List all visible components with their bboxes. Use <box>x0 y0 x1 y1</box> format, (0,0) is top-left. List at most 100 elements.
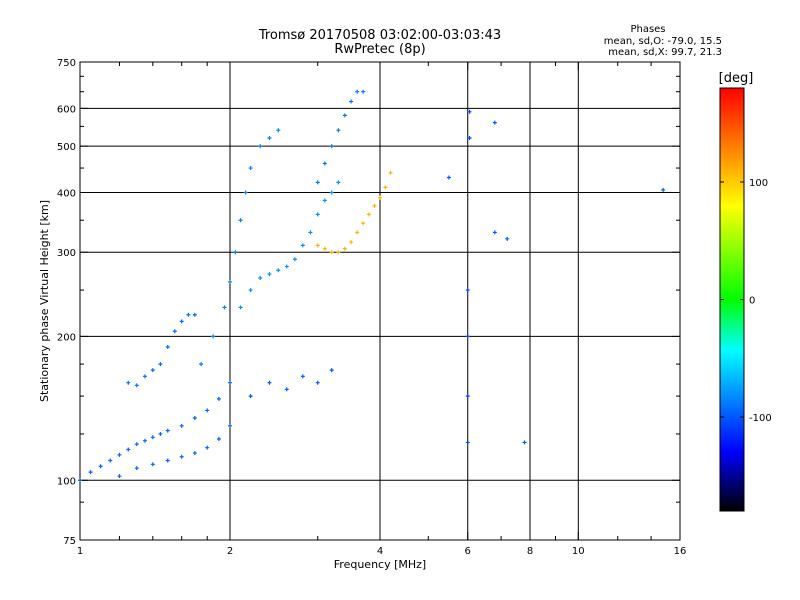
x-tick-label: 10 <box>572 546 585 557</box>
data-point <box>228 423 232 428</box>
colorbar-label: [deg] <box>719 71 754 86</box>
y-tick-label: 500 <box>57 142 76 153</box>
data-point <box>238 305 243 310</box>
data-point <box>233 250 238 255</box>
data-point <box>126 447 131 452</box>
data-point <box>329 368 334 373</box>
data-point <box>342 246 347 251</box>
data-point <box>134 383 139 388</box>
data-point <box>248 394 253 399</box>
data-point <box>216 436 221 441</box>
data-point <box>349 240 354 245</box>
x-tick-label: 16 <box>674 546 687 557</box>
data-point <box>179 454 184 459</box>
data-point <box>134 466 139 471</box>
data-point <box>78 478 82 483</box>
colorbar-tick-label: 100 <box>749 178 768 189</box>
data-point <box>329 190 334 195</box>
data-point <box>172 329 177 334</box>
data-point <box>248 166 253 171</box>
data-point <box>661 187 666 192</box>
data-point <box>186 312 191 317</box>
data-point <box>361 221 366 226</box>
x-axis-label: Frequency [MHz] <box>334 558 426 571</box>
colorbar-ticks: 100 0 -100 <box>720 178 772 424</box>
colorbar-tick-label: -100 <box>749 413 772 424</box>
data-point <box>117 474 122 479</box>
data-point <box>228 279 232 284</box>
legend-line-x: mean, sd,X: 99.7, 21.3 <box>608 47 722 58</box>
data-point <box>117 452 122 457</box>
data-point <box>329 144 334 149</box>
axis-ticks <box>79 61 681 541</box>
data-point <box>211 334 216 339</box>
data-point <box>315 180 320 185</box>
data-point <box>126 380 131 385</box>
data-points <box>78 89 666 483</box>
data-point <box>267 136 272 141</box>
legend-title: Phases <box>630 24 665 35</box>
data-point <box>150 462 155 467</box>
x-tick-label: 2 <box>227 546 233 557</box>
data-point <box>222 305 227 310</box>
x-tick-label: 1 <box>77 546 83 557</box>
data-point <box>315 212 320 217</box>
data-point <box>336 250 341 255</box>
x-tick-label: 8 <box>527 546 533 557</box>
data-point <box>388 170 393 175</box>
colorbar-tick-label: 0 <box>749 296 755 307</box>
y-tick-label: 75 <box>63 536 76 547</box>
data-point <box>522 440 527 445</box>
data-point <box>329 250 334 255</box>
data-point <box>349 99 354 104</box>
data-point <box>165 345 170 350</box>
data-point <box>355 89 360 94</box>
data-point <box>150 435 155 440</box>
data-point <box>142 374 147 379</box>
y-tick-label: 200 <box>57 332 76 343</box>
data-point <box>108 458 113 463</box>
data-point <box>248 288 253 293</box>
data-point <box>284 264 289 269</box>
data-point <box>446 175 451 180</box>
data-point <box>465 334 470 339</box>
data-point <box>276 268 281 273</box>
data-point <box>336 128 341 133</box>
data-point <box>216 396 221 401</box>
data-point <box>366 212 371 217</box>
y-tick-label: 600 <box>57 104 76 115</box>
data-point <box>383 185 388 190</box>
data-point <box>378 195 382 200</box>
data-point <box>322 246 327 251</box>
data-point <box>134 442 139 447</box>
data-point <box>300 243 305 248</box>
data-point <box>228 380 232 385</box>
chart-title: Tromsø 20170508 03:02:00-03:03:43 <box>258 28 501 43</box>
data-point <box>192 415 197 420</box>
data-point <box>192 312 197 317</box>
data-point <box>267 380 272 385</box>
data-point <box>465 288 470 293</box>
y-tick-label: 300 <box>57 248 76 259</box>
data-point <box>505 236 510 241</box>
data-point <box>336 180 341 185</box>
y-tick-label: 400 <box>57 188 76 199</box>
y-axis-label: Stationary phase Virtual Height [km] <box>38 200 51 402</box>
data-point <box>276 128 281 133</box>
grid-lines <box>80 62 680 540</box>
data-point <box>179 423 184 428</box>
data-point <box>205 408 210 413</box>
data-point <box>238 218 243 223</box>
x-tick-label: 6 <box>465 546 471 557</box>
data-point <box>322 198 327 203</box>
data-point <box>158 431 163 436</box>
axis-tick-labels: 1 2 4 6 8 10 16 75 100 200 300 400 500 600 750 <box>57 58 686 557</box>
data-point <box>372 203 377 208</box>
y-tick-label: 100 <box>57 476 76 487</box>
data-point <box>243 190 248 195</box>
data-point <box>199 362 204 367</box>
data-point <box>465 394 470 399</box>
y-tick-label: 750 <box>57 58 76 69</box>
data-point <box>258 144 263 149</box>
data-point <box>165 458 170 463</box>
